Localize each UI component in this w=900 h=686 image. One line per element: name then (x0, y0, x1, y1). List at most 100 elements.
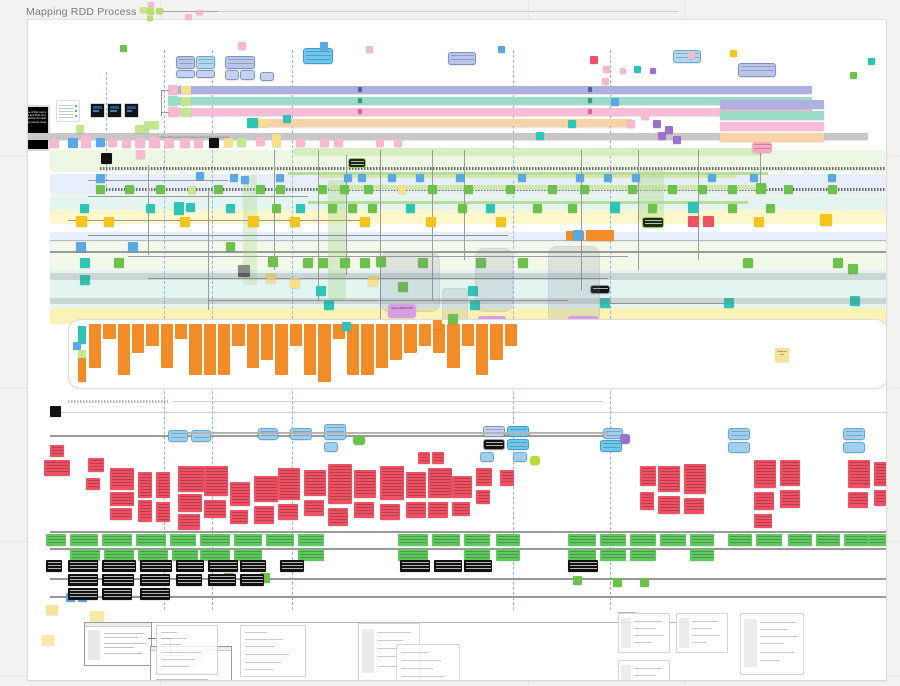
sticky-note[interactable] (76, 125, 84, 133)
document-thumbnail[interactable] (396, 644, 460, 680)
pain-point-note[interactable] (278, 504, 298, 520)
sticky-note[interactable] (673, 136, 681, 144)
sticky-note[interactable] (703, 216, 714, 227)
document-thumbnail[interactable] (84, 622, 152, 666)
sticky-note[interactable] (146, 204, 155, 213)
sticky-note[interactable] (530, 456, 540, 465)
sticky-note[interactable] (125, 185, 134, 194)
sticky-note[interactable] (496, 217, 506, 227)
opportunity-note[interactable] (464, 549, 490, 561)
bar-marker[interactable] (358, 87, 362, 92)
sticky-note[interactable] (548, 185, 557, 194)
sticky-note[interactable] (80, 258, 90, 268)
sticky-note[interactable] (96, 174, 105, 183)
sticky-note[interactable] (433, 320, 442, 329)
cluster-header-card[interactable] (728, 428, 750, 440)
opportunity-note[interactable] (496, 534, 520, 546)
sticky-note[interactable] (237, 138, 246, 147)
sticky-note[interactable] (536, 132, 544, 140)
chart-bar[interactable] (461, 324, 474, 346)
sticky-note[interactable] (518, 258, 528, 268)
process-card[interactable] (176, 70, 195, 78)
opportunity-note[interactable] (200, 534, 230, 546)
bar-endcap[interactable] (168, 107, 178, 117)
insight-note[interactable] (464, 560, 492, 572)
pain-point-note[interactable] (354, 470, 376, 498)
pain-point-note[interactable] (754, 514, 772, 528)
chart-bar[interactable] (390, 324, 403, 361)
bar-endcap[interactable] (247, 118, 258, 128)
chart-marker-green[interactable] (78, 350, 86, 358)
sticky-note[interactable] (828, 174, 836, 182)
sticky-note[interactable] (144, 121, 159, 129)
sticky-note[interactable] (360, 217, 370, 227)
chart-bar[interactable] (189, 324, 202, 375)
pain-point-note[interactable] (138, 500, 152, 522)
swimlane-bar-purple[interactable] (178, 86, 812, 94)
chart-bar[interactable] (203, 324, 216, 375)
pain-point-note[interactable] (88, 458, 104, 472)
sticky-note[interactable] (658, 132, 666, 140)
chart-bar[interactable] (103, 324, 116, 339)
pain-point-note[interactable] (328, 464, 352, 504)
opportunity-note[interactable] (70, 549, 100, 561)
process-card[interactable] (260, 72, 274, 81)
sticky-note[interactable] (416, 174, 424, 182)
sticky-note[interactable] (518, 174, 526, 182)
sticky-note[interactable] (486, 204, 495, 213)
sticky-note[interactable] (628, 185, 637, 194)
cluster-header-card[interactable] (483, 426, 505, 437)
sticky-note[interactable] (340, 258, 350, 268)
sticky-note[interactable] (498, 46, 505, 53)
pain-point-note[interactable] (684, 498, 704, 514)
sticky-note[interactable] (96, 185, 105, 194)
sticky-note[interactable] (238, 273, 250, 277)
opportunity-note[interactable] (756, 534, 782, 546)
bar-chart-panel[interactable]: Follow up note (68, 319, 886, 389)
process-card[interactable] (176, 56, 195, 69)
bar-marker[interactable] (588, 98, 592, 103)
pain-point-note[interactable] (658, 466, 680, 492)
chart-bar[interactable] (304, 324, 317, 375)
opportunity-note[interactable] (568, 534, 596, 546)
sticky-note[interactable] (476, 258, 486, 268)
document-thumbnail[interactable] (240, 625, 306, 677)
sticky-note[interactable] (80, 275, 90, 285)
bar-marker[interactable] (358, 98, 362, 103)
swimlane-bar-teal[interactable] (178, 97, 812, 105)
opportunity-note[interactable] (728, 534, 752, 546)
sticky-note[interactable] (728, 204, 737, 213)
chart-bar[interactable] (246, 324, 259, 368)
sticky-note[interactable] (76, 216, 87, 227)
insight-note[interactable] (102, 588, 132, 600)
sticky-note[interactable] (573, 576, 582, 585)
chart-bar[interactable] (490, 324, 503, 361)
sticky-note[interactable] (344, 174, 352, 182)
overflow-sticky[interactable] (185, 14, 192, 20)
dark-thumbnail[interactable] (107, 103, 122, 118)
group-label[interactable] (752, 142, 772, 153)
sticky-note[interactable] (358, 174, 366, 182)
pain-point-note[interactable] (380, 504, 400, 520)
cluster-header-card[interactable] (507, 426, 529, 437)
sticky-note[interactable] (230, 174, 238, 182)
sticky-note[interactable] (784, 185, 793, 194)
sticky-note[interactable] (180, 138, 190, 148)
sticky-note[interactable] (180, 217, 190, 227)
sticky-note[interactable] (320, 42, 328, 50)
pink-row-layer[interactable] (28, 20, 886, 680)
opportunity-note[interactable] (170, 534, 196, 546)
overflow-sticky[interactable] (140, 7, 147, 13)
sticky-note[interactable] (81, 135, 91, 148)
sticky-note[interactable] (398, 282, 408, 292)
pain-point-note[interactable] (500, 470, 514, 486)
opportunity-note[interactable] (690, 549, 714, 561)
pain-point-note[interactable] (204, 500, 226, 518)
sticky-note[interactable] (833, 258, 843, 268)
pain-point-note[interactable] (640, 492, 654, 510)
sticky-note[interactable] (668, 185, 677, 194)
chart-bar[interactable] (289, 324, 302, 346)
panel-sticky-note[interactable]: Follow up note (775, 348, 789, 362)
chart-bar[interactable] (275, 324, 288, 375)
sticky-note[interactable] (128, 242, 138, 252)
